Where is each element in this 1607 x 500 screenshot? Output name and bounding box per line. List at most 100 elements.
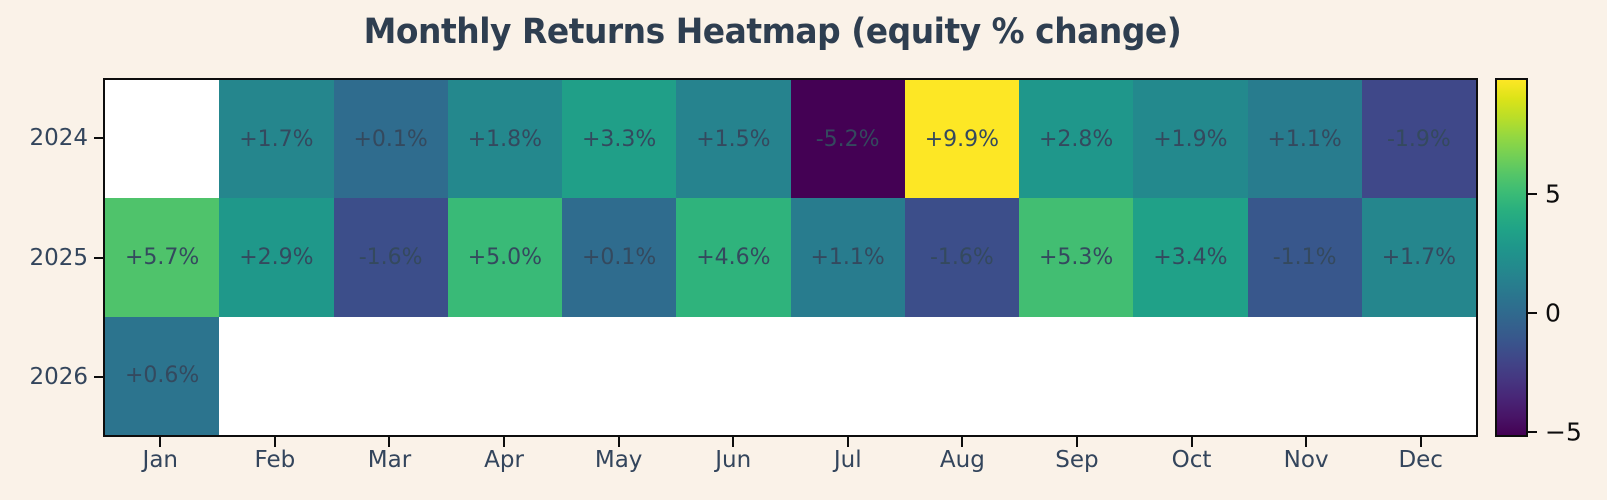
heatmap-cell-2026-may [562, 316, 677, 435]
x-tick-mark-nov [1305, 437, 1308, 447]
heatmap-cell-2025-oct: +3.4% [1133, 198, 1248, 317]
x-tick-mark-jan [159, 437, 162, 447]
x-tick-mark-apr [503, 437, 506, 447]
cell-value-label: +5.7% [124, 244, 200, 270]
heatmap-cell-2024-may: +3.3% [562, 80, 677, 199]
heatmap-cell-2025-apr: +5.0% [447, 198, 562, 317]
colorbar-tick-label-−5: −5 [1545, 417, 1582, 447]
heatmap-cell-2026-aug [904, 316, 1019, 435]
heatmap-cell-2024-dec: -1.9% [1361, 80, 1476, 199]
cell-value-label: +1.8% [467, 126, 543, 152]
x-tick-label-mar: Mar [367, 447, 412, 473]
heatmap-plot-area: +1.7% +0.1% +1.8% +3.3% +1.5% -5.2% +9.9% +2.8%… [103, 78, 1478, 437]
heatmap-cell-2026-jun [676, 316, 791, 435]
heatmap-cell-2024-mar: +0.1% [333, 80, 448, 199]
x-tick-mark-jun [732, 437, 735, 447]
heatmap-cell-2025-dec: +1.7% [1361, 198, 1476, 317]
heatmap-cell-2025-mar: -1.6% [333, 198, 448, 317]
colorbar [1495, 78, 1528, 437]
y-tick-label-2025: 2025 [29, 244, 88, 271]
x-tick-label-jan: Jan [142, 447, 179, 473]
heatmap-cell-2024-jun: +1.5% [676, 80, 791, 199]
heatmap-cell-2025-nov: -1.1% [1247, 198, 1362, 317]
heatmap-cell-2024-nov: +1.1% [1247, 80, 1362, 199]
heatmap-cell-2026-jul [790, 316, 905, 435]
heatmap-cell-2024-jul: -5.2% [790, 80, 905, 199]
colorbar-tick-mark-5 [1528, 193, 1537, 196]
heatmap-cell-2026-mar [333, 316, 448, 435]
heatmap-cell-2024-jan [105, 80, 220, 199]
cell-value-label: +2.9% [239, 244, 314, 270]
cell-value-label: +9.9% [924, 126, 1000, 152]
y-tick-mark-2026 [94, 376, 103, 379]
y-tick-label-2024: 2024 [29, 124, 88, 151]
x-tick-label-apr: Apr [484, 447, 524, 473]
x-tick-mark-dec [1419, 437, 1422, 447]
x-tick-label-oct: Oct [1171, 447, 1212, 473]
cell-value-label: +3.4% [1153, 244, 1228, 270]
cell-value-label: +1.1% [1267, 126, 1342, 152]
cell-value-label: +5.0% [467, 244, 543, 270]
chart-title: Monthly Returns Heatmap (equity % change… [363, 12, 1182, 52]
heatmap-cell-2025-aug: -1.6% [904, 198, 1019, 317]
colorbar-tick-mark-0 [1528, 312, 1537, 315]
x-tick-label-aug: Aug [939, 447, 985, 473]
heatmap-cell-2025-jul: +1.1% [790, 198, 905, 317]
x-tick-mark-oct [1190, 437, 1193, 447]
heatmap-cell-2024-apr: +1.8% [447, 80, 562, 199]
heatmap-cell-2026-sep [1019, 316, 1134, 435]
heatmap-cell-2026-dec [1361, 316, 1476, 435]
heatmap-cell-2025-jun: +4.6% [676, 198, 791, 317]
colorbar-tick-label-5: 5 [1545, 179, 1561, 209]
x-tick-mark-mar [388, 437, 391, 447]
heatmap-cell-2026-jan: +0.6% [105, 316, 220, 435]
cell-value-label: +0.1% [581, 244, 657, 270]
x-tick-label-jun: Jun [715, 447, 752, 473]
heatmap-cell-2026-oct [1133, 316, 1248, 435]
cell-value-label: +1.1% [810, 244, 885, 270]
cell-value-label: +1.7% [239, 126, 314, 152]
heatmap-cell-2025-may: +0.1% [562, 198, 677, 317]
cell-value-label: +1.9% [1153, 126, 1228, 152]
heatmap-cell-2025-sep: +5.3% [1019, 198, 1134, 317]
heatmap-cell-2024-aug: +9.9% [904, 80, 1019, 199]
cell-value-label: +0.1% [353, 126, 428, 152]
x-tick-mark-jul [846, 437, 849, 447]
cell-value-label: +4.6% [696, 244, 771, 270]
heatmap-cell-2026-apr [447, 316, 562, 435]
heatmap-cell-2026-nov [1247, 316, 1362, 435]
x-tick-label-jul: Jul [833, 447, 862, 473]
heatmap-cell-2024-feb: +1.7% [219, 80, 334, 199]
cell-value-label: -5.2% [815, 126, 880, 152]
heatmap-cell-2024-oct: +1.9% [1133, 80, 1248, 199]
x-tick-mark-feb [273, 437, 276, 447]
cell-value-label: +3.3% [581, 126, 657, 152]
cell-value-label: -1.9% [1386, 126, 1451, 152]
cell-value-label: -1.1% [1272, 244, 1337, 270]
heatmap-cell-2025-feb: +2.9% [219, 198, 334, 317]
y-tick-mark-2024 [94, 136, 103, 139]
cell-value-label: +1.5% [696, 126, 771, 152]
y-tick-mark-2025 [94, 256, 103, 259]
colorbar-tick-label-0: 0 [1545, 298, 1561, 328]
cell-value-label: -1.6% [358, 244, 423, 270]
cell-value-label: +0.6% [124, 363, 200, 389]
heatmap-cell-2025-jan: +5.7% [105, 198, 220, 317]
heatmap-cell-2024-sep: +2.8% [1019, 80, 1134, 199]
cell-value-label: +1.7% [1381, 244, 1457, 270]
x-tick-mark-may [617, 437, 620, 447]
x-tick-mark-sep [1075, 437, 1078, 447]
colorbar-gradient [1497, 80, 1526, 435]
x-tick-label-dec: Dec [1398, 447, 1443, 473]
cell-value-label: +5.3% [1038, 244, 1114, 270]
colorbar-tick-mark-−5 [1528, 431, 1537, 434]
x-tick-label-may: May [594, 447, 643, 473]
cell-value-label: +2.8% [1038, 126, 1114, 152]
x-tick-mark-aug [961, 437, 964, 447]
x-tick-label-feb: Feb [254, 447, 296, 473]
x-tick-label-nov: Nov [1283, 447, 1329, 473]
heatmap-cell-2026-feb [219, 316, 334, 435]
x-tick-label-sep: Sep [1055, 447, 1099, 473]
y-tick-label-2026: 2026 [29, 364, 88, 391]
